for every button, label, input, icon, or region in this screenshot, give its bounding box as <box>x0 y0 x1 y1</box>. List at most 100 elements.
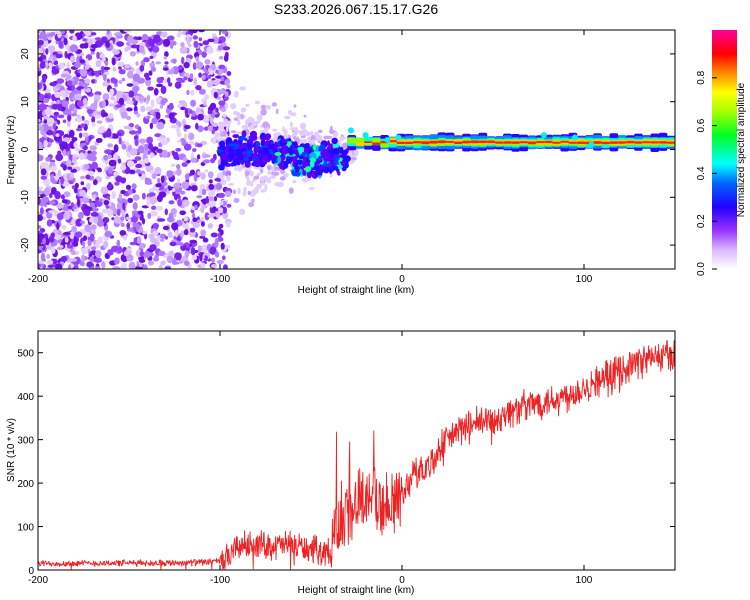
spectrogram-noise-blob <box>152 45 160 53</box>
spectrogram-signal-segment <box>617 141 627 144</box>
spectrogram-noise-blob <box>48 62 53 68</box>
spectrogram-noise-blob <box>118 69 126 75</box>
spectrogram-noise-blob <box>136 236 142 245</box>
spectrogram-noise-blob <box>60 73 68 78</box>
spectrogram-noise-blob <box>211 122 219 127</box>
spectrogram-noise-blob <box>43 187 51 196</box>
spectrogram-signal-segment <box>363 141 373 143</box>
spectrogram-noise-blob <box>220 107 227 113</box>
spectrogram-noise-blob <box>209 69 214 75</box>
spectrogram-noise-blob <box>70 218 77 226</box>
spectrogram-noise-blob <box>171 222 179 231</box>
spectrogram-noise-blob <box>188 132 195 141</box>
spectrogram-transition-blob <box>264 140 270 145</box>
spectrogram-noise-blob <box>196 154 201 160</box>
spectrogram-noise-blob <box>132 202 138 210</box>
spectrogram-noise-blob <box>93 70 101 75</box>
spectrogram-noise-blob <box>94 114 101 119</box>
spectrogram-noise-blob <box>158 250 166 257</box>
spectrogram-noise-blob <box>160 85 167 95</box>
spectrogram-noise-blob <box>233 90 239 98</box>
spectrogram-noise-blob <box>189 227 196 233</box>
spectrogram-noise-blob <box>78 211 84 219</box>
spectrogram-transition-blob <box>219 140 225 147</box>
spectrogram-noise-blob <box>218 89 227 95</box>
spectrogram-transition-blob <box>293 141 298 149</box>
spectrogram-signal-segment <box>445 141 455 143</box>
spectrogram-noise-blob <box>82 132 89 138</box>
spectrogram-noise-blob <box>250 181 254 187</box>
spectrogram-noise-blob <box>53 111 59 116</box>
spectrogram-noise-blob <box>308 187 315 190</box>
spectrogram-noise-blob <box>168 112 175 120</box>
spectrogram-noise-blob <box>174 229 179 238</box>
spectrogram-noise-blob <box>282 172 289 178</box>
spectrogram-noise-blob <box>230 103 237 110</box>
spectrogram-noise-blob <box>243 186 247 192</box>
spectrogram-noise-blob <box>97 111 102 115</box>
spectrogram-noise-blob <box>66 159 72 166</box>
spectrogram-noise-blob <box>220 123 224 128</box>
spectrogram-noise-blob <box>116 239 121 248</box>
spectrogram-noise-blob <box>195 85 202 91</box>
spectrogram-noise-blob <box>55 153 64 162</box>
spectrogram-noise-blob <box>210 213 216 217</box>
spectrogram-noise-blob <box>107 181 113 190</box>
spectrogram-noise-blob <box>139 251 145 257</box>
spectrogram-noise-blob <box>280 169 286 175</box>
spectrogram-noise-blob <box>149 109 155 115</box>
spectrogram-noise-blob <box>185 247 190 252</box>
spectrogram-noise-blob <box>68 130 75 138</box>
spectrogram-noise-blob <box>223 95 229 101</box>
spectrogram-noise-blob <box>159 104 163 109</box>
spectrogram-noise-blob <box>120 177 126 184</box>
spectrogram-noise-blob <box>82 97 88 106</box>
spectrogram-noise-blob <box>139 65 145 72</box>
spectrogram-noise-blob <box>190 247 196 256</box>
spectrogram-noise-blob <box>272 128 278 132</box>
snr-ylabel: SNR (10 * v/v) <box>6 418 17 482</box>
spectrogram-noise-blob <box>38 67 42 72</box>
snr-ytick-label: 100 <box>17 523 34 534</box>
spectrogram-noise-blob <box>146 94 151 102</box>
spectrogram-noise-blob <box>90 103 98 111</box>
spectrogram-noise-blob <box>150 66 157 72</box>
spectrogram-transition-blob <box>341 149 348 156</box>
spectrogram-noise-blob <box>82 38 87 42</box>
spectrogram-transition-blob <box>299 168 303 174</box>
spectrogram-noise-blob <box>107 167 114 175</box>
spectrogram-noise-blob <box>98 198 103 202</box>
spectrogram-noise-blob <box>240 107 247 113</box>
colorbar-ticks: 0.0 0.2 0.4 0.6 0.8 <box>696 70 717 276</box>
spectrogram-noise-blob <box>44 88 51 94</box>
spectrogram-noise-blob <box>204 59 211 65</box>
spectrogram-noise-blob <box>222 170 226 176</box>
spectrogram-noise-blob <box>80 175 86 180</box>
spectrogram-noise-blob <box>113 98 118 106</box>
spectrogram-noise-blob <box>75 93 82 101</box>
spectrogram-noise-blob <box>57 169 61 176</box>
spectrogram-noise-blob <box>155 111 161 120</box>
spectrogram-noise-blob <box>81 241 86 247</box>
spectrogram-noise-blob <box>141 33 149 43</box>
spectrogram-noise-blob <box>40 207 44 215</box>
spectrogram-noise-blob <box>175 147 182 152</box>
spectrogram-noise-blob <box>200 172 206 180</box>
spectrogram-noise-blob <box>94 257 102 263</box>
spectrogram-noise-blob <box>198 30 205 33</box>
spectrogram-noise-blob <box>64 236 69 243</box>
spectrogram-noise-blob <box>78 132 83 139</box>
spectrogram-noise-blob <box>66 80 73 87</box>
spectrogram-noise-blob <box>197 125 204 133</box>
spectrogram-noise-blob <box>63 37 68 46</box>
spectrogram-noise-blob <box>198 72 203 78</box>
spectrogram-transition-blob <box>321 150 329 158</box>
spectrogram-noise-blob <box>38 225 42 229</box>
spectrogram-noise-blob <box>87 170 95 176</box>
spectrogram-noise-blob <box>113 153 118 161</box>
spectrogram-noise-blob <box>61 142 68 151</box>
spectrogram-noise-blob <box>196 195 203 199</box>
spectrogram-signal-segment <box>470 140 480 144</box>
spectrogram-noise-blob <box>142 230 148 235</box>
